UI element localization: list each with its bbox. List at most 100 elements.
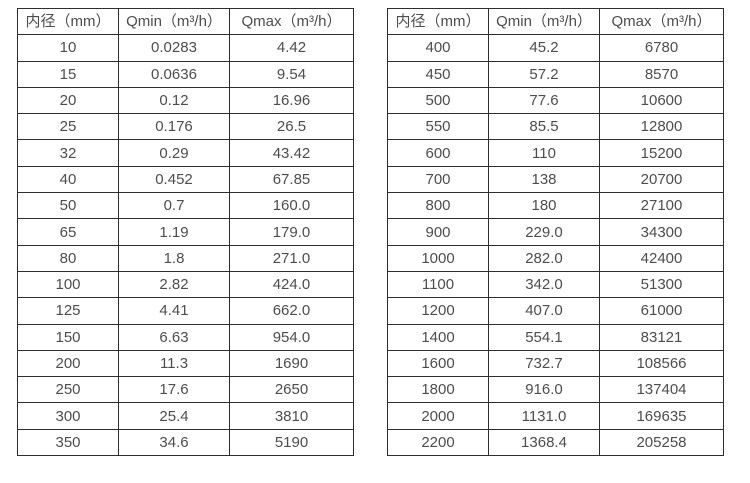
- table-cell: 6780: [599, 34, 724, 62]
- table-cell: 2200: [387, 428, 489, 457]
- table-cell: 67.85: [229, 165, 354, 194]
- table-cell: 40: [17, 165, 119, 194]
- table-cell: 42400: [599, 244, 724, 272]
- table-row: 550 85.5 12800: [387, 113, 724, 141]
- table-cell: 600: [387, 139, 489, 167]
- table-cell: 77.6: [488, 86, 600, 115]
- table-cell: 6.63: [118, 323, 230, 351]
- table-cell: 26.5: [229, 113, 354, 141]
- table-cell: 1600: [387, 349, 489, 378]
- table-cell: 282.0: [488, 244, 600, 272]
- table-body: 400 45.2 6780 450 57.2 8570 500 77.6 10600 550 85.…: [387, 34, 724, 457]
- table-cell: 1.19: [118, 218, 230, 246]
- table-cell: 85.5: [488, 113, 600, 141]
- table-cell: 138: [488, 165, 600, 194]
- table-cell: 400: [387, 34, 489, 62]
- table-cell: 700: [387, 165, 489, 194]
- header-row: 内径（mm） Qmin（m³/h） Qmax（m³/h）: [17, 7, 354, 36]
- table-cell: 800: [387, 192, 489, 220]
- table-row: 40 0.452 67.85: [17, 165, 354, 194]
- table-cell: 229.0: [488, 218, 600, 246]
- table-cell: 424.0: [229, 270, 354, 299]
- table-cell: 0.0283: [118, 34, 230, 62]
- column-header-qmax: Qmax（m³/h）: [229, 7, 354, 36]
- table-cell: 0.12: [118, 86, 230, 115]
- table-row: 25 0.176 26.5: [17, 113, 354, 141]
- table-row: 1400 554.1 83121: [387, 323, 724, 351]
- flow-table-small-diameters: 内径（mm） Qmin（m³/h） Qmax（m³/h） 10 0.0283 4.4…: [17, 7, 354, 457]
- table-cell: 25.4: [118, 402, 230, 430]
- table-cell: 0.0636: [118, 60, 230, 88]
- header-row: 内径（mm） Qmin（m³/h） Qmax（m³/h）: [387, 7, 724, 36]
- table-row: 1200 407.0 61000: [387, 297, 724, 325]
- table-row: 350 34.6 5190: [17, 428, 354, 457]
- table-cell: 1131.0: [488, 402, 600, 430]
- table-cell: 43.42: [229, 139, 354, 167]
- table-cell: 179.0: [229, 218, 354, 246]
- table-cell: 169635: [599, 402, 724, 430]
- table-cell: 80: [17, 244, 119, 272]
- table-cell: 1368.4: [488, 428, 600, 457]
- table-row: 1800 916.0 137404: [387, 376, 724, 404]
- column-header-diameter: 内径（mm）: [387, 7, 489, 36]
- table-row: 400 45.2 6780: [387, 34, 724, 62]
- table-cell: 350: [17, 428, 119, 457]
- page-container: 内径（mm） Qmin（m³/h） Qmax（m³/h） 10 0.0283 4.4…: [17, 7, 724, 457]
- table-cell: 57.2: [488, 60, 600, 88]
- table-cell: 15: [17, 60, 119, 88]
- table-row: 900 229.0 34300: [387, 218, 724, 246]
- table-row: 700 138 20700: [387, 165, 724, 194]
- table-row: 1600 732.7 108566: [387, 349, 724, 378]
- table-row: 150 6.63 954.0: [17, 323, 354, 351]
- table-cell: 1690: [229, 349, 354, 378]
- table-cell: 9.54: [229, 60, 354, 88]
- table-cell: 150: [17, 323, 119, 351]
- table-cell: 108566: [599, 349, 724, 378]
- table-cell: 11.3: [118, 349, 230, 378]
- table-cell: 51300: [599, 270, 724, 299]
- table-cell: 10: [17, 34, 119, 62]
- table-cell: 500: [387, 86, 489, 115]
- table-cell: 65: [17, 218, 119, 246]
- table-cell: 125: [17, 297, 119, 325]
- table-cell: 25: [17, 113, 119, 141]
- table-cell: 160.0: [229, 192, 354, 220]
- table-cell: 554.1: [488, 323, 600, 351]
- table-cell: 1800: [387, 376, 489, 404]
- table-row: 300 25.4 3810: [17, 402, 354, 430]
- table-row: 20 0.12 16.96: [17, 86, 354, 115]
- column-header-qmax: Qmax（m³/h）: [599, 7, 724, 36]
- table-cell: 50: [17, 192, 119, 220]
- table-cell: 450: [387, 60, 489, 88]
- table-cell: 2.82: [118, 270, 230, 299]
- table-row: 125 4.41 662.0: [17, 297, 354, 325]
- table-cell: 342.0: [488, 270, 600, 299]
- table-cell: 137404: [599, 376, 724, 404]
- table-row: 500 77.6 10600: [387, 86, 724, 115]
- table-cell: 1.8: [118, 244, 230, 272]
- table-body: 10 0.0283 4.42 15 0.0636 9.54 20 0.12 16.96 25 0.1…: [17, 34, 354, 457]
- table-cell: 83121: [599, 323, 724, 351]
- table-cell: 200: [17, 349, 119, 378]
- table-cell: 4.41: [118, 297, 230, 325]
- table-row: 100 2.82 424.0: [17, 270, 354, 299]
- table-cell: 3810: [229, 402, 354, 430]
- table-row: 65 1.19 179.0: [17, 218, 354, 246]
- column-header-qmin: Qmin（m³/h）: [488, 7, 600, 36]
- table-cell: 2650: [229, 376, 354, 404]
- table-cell: 5190: [229, 428, 354, 457]
- table-row: 80 1.8 271.0: [17, 244, 354, 272]
- column-header-qmin: Qmin（m³/h）: [118, 7, 230, 36]
- table-cell: 4.42: [229, 34, 354, 62]
- table-row: 32 0.29 43.42: [17, 139, 354, 167]
- table-cell: 15200: [599, 139, 724, 167]
- table-cell: 1000: [387, 244, 489, 272]
- table-header: 内径（mm） Qmin（m³/h） Qmax（m³/h）: [17, 7, 354, 36]
- table-cell: 180: [488, 192, 600, 220]
- table-cell: 45.2: [488, 34, 600, 62]
- table-row: 15 0.0636 9.54: [17, 60, 354, 88]
- table-cell: 1200: [387, 297, 489, 325]
- table-cell: 916.0: [488, 376, 600, 404]
- table-cell: 0.7: [118, 192, 230, 220]
- table-row: 200 11.3 1690: [17, 349, 354, 378]
